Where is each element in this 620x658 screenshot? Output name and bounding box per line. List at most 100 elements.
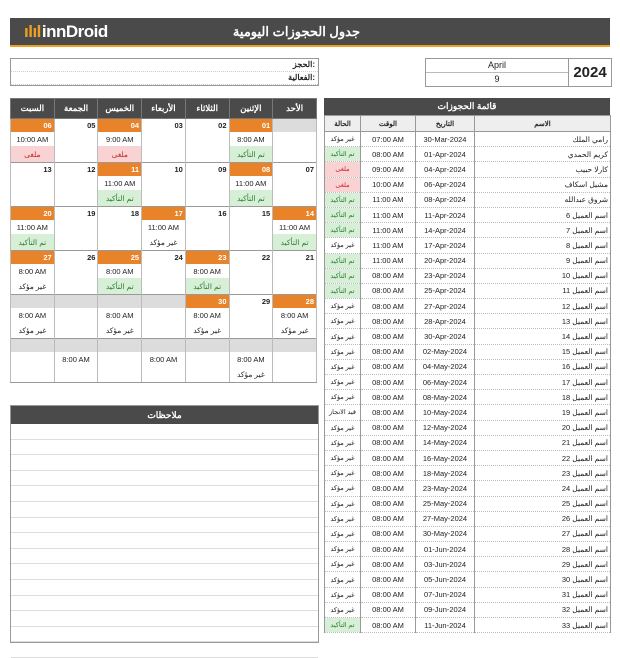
note-line[interactable] [11, 627, 318, 643]
table-row[interactable]: تم التأكيد 08:00 AM 11-Jun-2024 اسم العميل … [324, 617, 611, 634]
note-line[interactable] [11, 471, 318, 487]
booking-date-cell: 30-Mar-2024 [415, 131, 475, 148]
year-field[interactable]: 2024 [568, 59, 611, 86]
calendar-day-number[interactable]: 13 [10, 162, 55, 176]
calendar-day-number[interactable]: 03 [141, 118, 186, 132]
calendar-day-number[interactable] [141, 294, 186, 308]
table-row[interactable]: غير مؤكد 08:00 AM 02-May-2024 اسم العميل 15 [324, 344, 611, 360]
note-line[interactable] [11, 502, 318, 518]
note-line[interactable] [11, 533, 318, 549]
calendar-day-number[interactable]: 19 [53, 206, 99, 220]
note-line[interactable] [11, 440, 318, 456]
table-row[interactable]: تم التأكيد 11:00 AM 14-Apr-2024 اسم العميل … [324, 222, 611, 239]
table-row[interactable]: ملغى 10:00 AM 06-Apr-2024 مشيل اسكاف [324, 177, 611, 193]
note-line[interactable] [11, 642, 318, 658]
calendar-day-number[interactable]: 14 [272, 206, 317, 220]
calendar-day-number[interactable]: 22 [228, 250, 274, 264]
table-row[interactable]: غير مؤكد 08:00 AM 05-Jun-2024 اسم العميل 30 [324, 571, 611, 588]
table-row[interactable]: تم التأكيد 11:00 AM 11-Apr-2024 اسم العميل … [324, 207, 611, 224]
calendar-day-number[interactable]: 01 [228, 118, 274, 132]
calendar-day-number[interactable] [184, 338, 230, 352]
calendar-day-number[interactable] [10, 294, 55, 308]
calendar-day-number[interactable] [53, 338, 99, 352]
table-row[interactable]: غير مؤكد 08:00 AM 09-Jun-2024 اسم العميل 32 [324, 602, 611, 619]
calendar-day-number[interactable]: 15 [228, 206, 274, 220]
table-row[interactable]: غير مؤكد 08:00 AM 23-May-2024 اسم العميل 24 [324, 480, 611, 497]
note-line[interactable] [11, 611, 318, 627]
month-field[interactable]: April [426, 59, 568, 73]
calendar-day-number[interactable] [141, 338, 186, 352]
table-row[interactable]: تم التأكيد 11:00 AM 20-Apr-2024 اسم العميل … [324, 253, 611, 269]
table-row[interactable]: غير مؤكد 08:00 AM 16-May-2024 اسم العميل 22 [324, 450, 611, 467]
calendar-day-number[interactable] [272, 338, 317, 352]
table-row[interactable]: غير مؤكد 08:00 AM 04-May-2024 اسم العميل 16 [324, 359, 611, 376]
calendar-day-number[interactable]: 20 [10, 206, 55, 220]
booking-field[interactable]: الحجز: [11, 59, 318, 72]
calendar-day-number[interactable] [228, 338, 274, 352]
table-row[interactable]: تم التأكيد 08:00 AM 25-Apr-2024 اسم العميل … [324, 283, 611, 300]
note-line[interactable] [11, 580, 318, 596]
note-line[interactable] [11, 549, 318, 565]
calendar-day-number[interactable]: 24 [141, 250, 186, 264]
table-row[interactable]: غير مؤكد 08:00 AM 07-Jun-2024 اسم العميل 31 [324, 587, 611, 603]
booking-time-cell: 08:00 AM [360, 511, 416, 527]
table-row[interactable]: غير مؤكد 08:00 AM 27-Apr-2024 اسم العميل 12 [324, 298, 611, 315]
calendar-day-number[interactable]: 02 [184, 118, 230, 132]
table-row[interactable]: غير مؤكد 08:00 AM 25-May-2024 اسم العميل 25 [324, 496, 611, 512]
table-row[interactable]: غير مؤكد 08:00 AM 06-May-2024 اسم العميل 17 [324, 374, 611, 391]
calendar-day-number[interactable]: 07 [272, 162, 317, 176]
calendar-day-number[interactable]: 27 [10, 250, 55, 264]
calendar-day-number[interactable] [10, 338, 55, 352]
table-row[interactable]: غير مؤكد 11:00 AM 17-Apr-2024 اسم العميل 8 [324, 237, 611, 254]
note-line[interactable] [11, 424, 318, 440]
table-row[interactable]: تم التأكيد 08:00 AM 01-Apr-2024 كريم الحمدي [324, 146, 611, 163]
calendar-day-number[interactable]: 29 [228, 294, 274, 308]
note-line[interactable] [11, 486, 318, 502]
calendar-day-number[interactable]: 09 [184, 162, 230, 176]
table-row[interactable]: غير مؤكد 08:00 AM 14-May-2024 اسم العميل 21 [324, 435, 611, 451]
calendar-day-number[interactable]: 21 [272, 250, 317, 264]
table-row[interactable]: تم التأكيد 11:00 AM 08-Apr-2024 شروق عبدالل… [324, 192, 611, 208]
calendar-day-number[interactable]: 28 [272, 294, 317, 308]
calendar-day-number[interactable] [97, 338, 143, 352]
calendar-day-number[interactable]: 12 [53, 162, 99, 176]
weekday-header: الجمعة [53, 98, 99, 119]
calendar-day-number[interactable]: 10 [141, 162, 186, 176]
calendar-day-number[interactable]: 11 [97, 162, 143, 176]
table-row[interactable]: غير مؤكد 08:00 AM 28-Apr-2024 اسم العميل 13 [324, 313, 611, 330]
calendar-day-number[interactable]: 25 [97, 250, 143, 264]
table-row[interactable]: ملغى 09:00 AM 04-Apr-2024 كارلا حبيب [324, 161, 611, 178]
calendar-booking-status: غير مؤكد [272, 322, 317, 339]
note-line[interactable] [11, 518, 318, 534]
note-line[interactable] [11, 564, 318, 580]
table-row[interactable]: غير مؤكد 08:00 AM 18-May-2024 اسم العميل 23 [324, 465, 611, 482]
calendar-day-number[interactable]: 30 [184, 294, 230, 308]
table-row[interactable]: غير مؤكد 07:00 AM 30-Mar-2024 رامي الملك [324, 131, 611, 148]
calendar-day-number[interactable] [53, 294, 99, 308]
event-field[interactable]: الفعالية: [11, 72, 318, 85]
table-row[interactable]: غير مؤكد 08:00 AM 30-Apr-2024 اسم العميل 14 [324, 328, 611, 345]
table-row[interactable]: قيد الانجاز 08:00 AM 10-May-2024 اسم العميل… [324, 404, 611, 421]
booking-status-cell: غير مؤكد [324, 389, 361, 406]
calendar-day-number[interactable]: 05 [53, 118, 99, 132]
calendar-day-number[interactable]: 16 [184, 206, 230, 220]
calendar-day-number[interactable]: 04 [97, 118, 143, 132]
table-row[interactable]: غير مؤكد 08:00 AM 03-Jun-2024 اسم العميل 29 [324, 556, 611, 573]
calendar-day-number[interactable]: 23 [184, 250, 230, 264]
calendar-day-number[interactable]: 26 [53, 250, 99, 264]
note-line[interactable] [11, 455, 318, 471]
booking-status-cell: تم التأكيد [324, 268, 361, 284]
table-row[interactable]: تم التأكيد 08:00 AM 23-Apr-2024 اسم العميل … [324, 268, 611, 284]
calendar-day-number[interactable] [272, 118, 317, 132]
calendar-day-number[interactable]: 08 [228, 162, 274, 176]
table-row[interactable]: غير مؤكد 08:00 AM 01-Jun-2024 اسم العميل 28 [324, 541, 611, 558]
table-row[interactable]: غير مؤكد 08:00 AM 27-May-2024 اسم العميل 26 [324, 511, 611, 527]
table-row[interactable]: غير مؤكد 08:00 AM 12-May-2024 اسم العميل 20 [324, 420, 611, 436]
calendar-day-number[interactable]: 17 [141, 206, 186, 220]
table-row[interactable]: غير مؤكد 08:00 AM 30-May-2024 اسم العميل 27 [324, 526, 611, 543]
calendar-day-number[interactable]: 18 [97, 206, 143, 220]
table-row[interactable]: غير مؤكد 08:00 AM 08-May-2024 اسم العميل 18 [324, 389, 611, 406]
note-line[interactable] [11, 596, 318, 612]
calendar-day-number[interactable]: 06 [10, 118, 55, 132]
calendar-day-number[interactable] [97, 294, 143, 308]
